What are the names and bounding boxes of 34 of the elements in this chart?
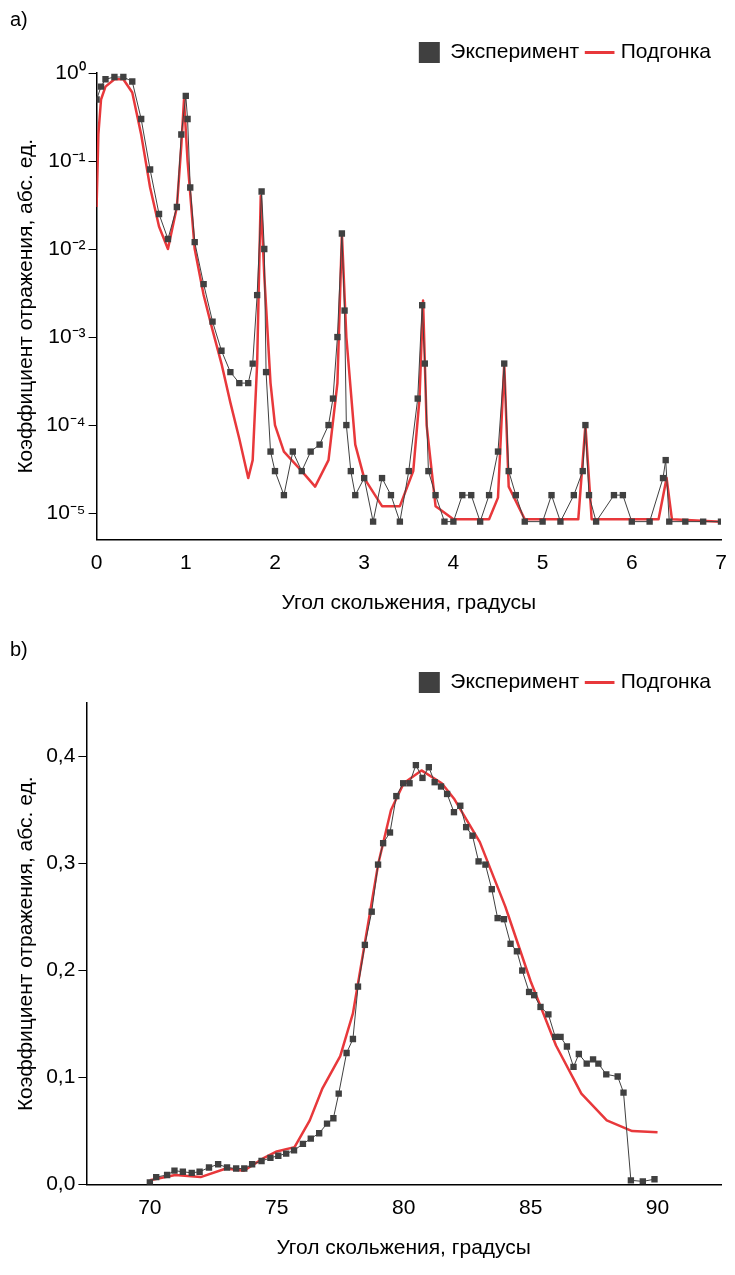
x-tick-label: 4 (447, 550, 460, 573)
y-tick-label: 0,2 (46, 957, 76, 981)
legend-label: Подгонка (620, 669, 712, 693)
chart-title: b) (10, 637, 28, 660)
x-tick-label: 6 (625, 550, 638, 573)
x-tick-label: 85 (518, 1195, 543, 1218)
y-axis-title: Коэффициент отражения, абс. ед. (13, 138, 37, 474)
x-tick-label: 70 (138, 1195, 162, 1218)
y-tick-label: 0,1 (46, 1064, 76, 1088)
x-tick-label: 0 (90, 550, 103, 573)
legend-label: Эксперимент (450, 669, 580, 693)
y-tick-label: 0,0 (46, 1171, 76, 1195)
y-tick-label: 10⁰ (55, 59, 86, 83)
y-tick-label: 10⁻³ (48, 323, 86, 347)
x-tick-label: 75 (265, 1195, 289, 1218)
x-tick-label: 1 (179, 550, 192, 573)
y-tick-label: 10⁻² (48, 235, 86, 259)
x-tick-label: 7 (715, 550, 727, 573)
legend-label: Подгонка (620, 39, 712, 63)
x-axis-title: Угол скольжения, градусы (276, 1235, 531, 1259)
x-tick-label: 90 (645, 1195, 670, 1218)
x-tick-label: 80 (392, 1195, 416, 1218)
x-tick-label: 3 (358, 550, 371, 573)
x-axis-title: Угол скольжения, градусы (281, 590, 537, 614)
legend-label: Эксперимент (450, 39, 580, 63)
y-tick-label: 10⁻¹ (48, 147, 86, 171)
x-tick-label: 5 (536, 550, 549, 573)
y-axis-title: Коэффициент отражения, абс. ед. (13, 776, 37, 1112)
chart-title: a) (10, 7, 28, 30)
y-tick-label: 10⁻⁵ (46, 499, 86, 523)
y-tick-label: 10⁻⁴ (46, 411, 86, 435)
y-tick-label: 0,3 (46, 850, 76, 874)
y-tick-label: 0,4 (46, 743, 76, 767)
x-tick-label: 2 (269, 550, 281, 573)
